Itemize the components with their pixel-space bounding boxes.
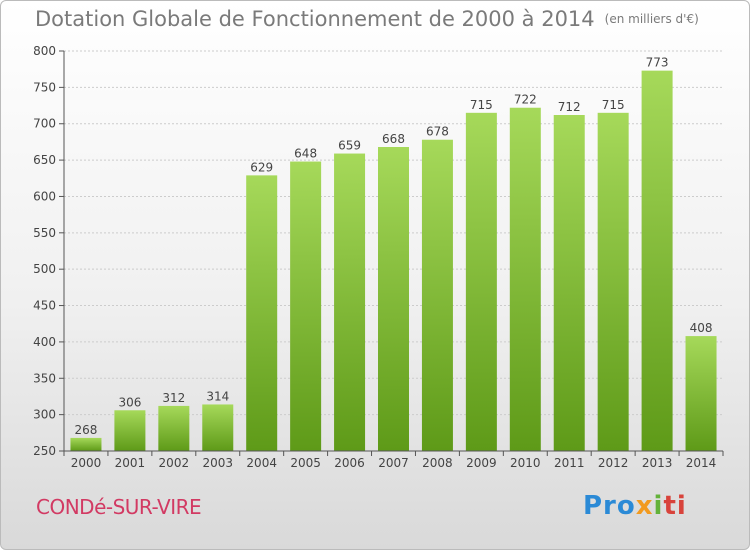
- data-label: 722: [514, 93, 537, 107]
- y-tick-label: 650: [33, 153, 56, 167]
- bar[interactable]: [70, 437, 102, 451]
- bar[interactable]: [246, 175, 278, 451]
- logo-part-3: i: [653, 491, 664, 521]
- data-label: 314: [206, 389, 229, 403]
- bar[interactable]: [553, 115, 585, 451]
- data-label: 659: [338, 139, 361, 153]
- y-tick-label: 250: [33, 444, 56, 458]
- data-label: 648: [294, 147, 317, 161]
- x-tick-label: 2008: [422, 456, 453, 470]
- commune-name: CONDé-SUR-VIRE: [36, 495, 202, 519]
- bar[interactable]: [378, 147, 409, 451]
- y-tick-label: 750: [33, 80, 56, 94]
- bar[interactable]: [597, 112, 629, 452]
- bar[interactable]: [685, 336, 717, 451]
- x-tick-label: 2002: [159, 456, 190, 470]
- bar[interactable]: [290, 161, 322, 451]
- x-tick-label: 2003: [202, 456, 233, 470]
- x-tick-label: 2006: [334, 456, 365, 470]
- x-tick-label: 2009: [466, 456, 497, 470]
- y-tick-label: 550: [33, 226, 56, 240]
- x-tick-label: 2000: [71, 456, 102, 470]
- data-label: 629: [250, 160, 273, 174]
- data-label: 268: [75, 423, 98, 437]
- bar[interactable]: [334, 153, 366, 451]
- bar[interactable]: [641, 70, 673, 452]
- title-text: Dotation Globale de Fonctionnement de 20…: [35, 7, 595, 31]
- x-tick-label: 2004: [246, 456, 277, 470]
- x-tick-label: 2007: [378, 456, 409, 470]
- bar[interactable]: [465, 112, 497, 452]
- y-tick-label: 600: [33, 189, 56, 203]
- y-tick-label: 700: [33, 117, 56, 131]
- x-tick-label: 2014: [686, 456, 717, 470]
- y-tick-label: 450: [33, 299, 56, 313]
- axes: 250 300 350 400 450 500 550 600 650 700 750 800 2000…: [33, 44, 724, 470]
- y-tick-label: 500: [33, 262, 56, 276]
- data-label: 306: [118, 395, 141, 409]
- x-tick-label: 2005: [290, 456, 321, 470]
- y-tick-label: 800: [33, 44, 56, 58]
- data-label: 312: [162, 391, 185, 405]
- proxiti-logo[interactable]: Proxiti: [583, 491, 687, 521]
- bar[interactable]: [421, 139, 453, 451]
- data-label: 712: [558, 100, 581, 114]
- data-label: 668: [382, 132, 405, 146]
- bar[interactable]: [114, 410, 146, 451]
- bar[interactable]: [158, 405, 190, 451]
- chart-title: Dotation Globale de Fonctionnement de 20…: [35, 7, 699, 31]
- data-label: 408: [690, 321, 713, 335]
- logo-part-2: x: [635, 491, 654, 521]
- y-tick-label: 350: [33, 371, 56, 385]
- y-tick-label: 300: [33, 408, 56, 422]
- data-label: 715: [602, 98, 625, 112]
- x-tick-label: 2011: [554, 456, 585, 470]
- data-label: 773: [646, 56, 669, 70]
- y-tick-label: 400: [33, 335, 56, 349]
- bar[interactable]: [509, 107, 541, 452]
- logo-part-1: Pro: [583, 491, 636, 521]
- x-tick-label: 2001: [115, 456, 146, 470]
- data-label: 715: [470, 98, 493, 112]
- bar[interactable]: [202, 404, 234, 451]
- data-label: 678: [426, 125, 449, 139]
- title-unit: (en milliers d'€): [604, 12, 699, 26]
- x-tick-label: 2013: [642, 456, 673, 470]
- x-tick-label: 2010: [510, 456, 541, 470]
- x-tick-label: 2012: [598, 456, 629, 470]
- logo-part-4: ti: [663, 491, 687, 521]
- bars: 268 306 312 314 629 648 659 668 678 715 722 712 715 7…: [70, 56, 717, 452]
